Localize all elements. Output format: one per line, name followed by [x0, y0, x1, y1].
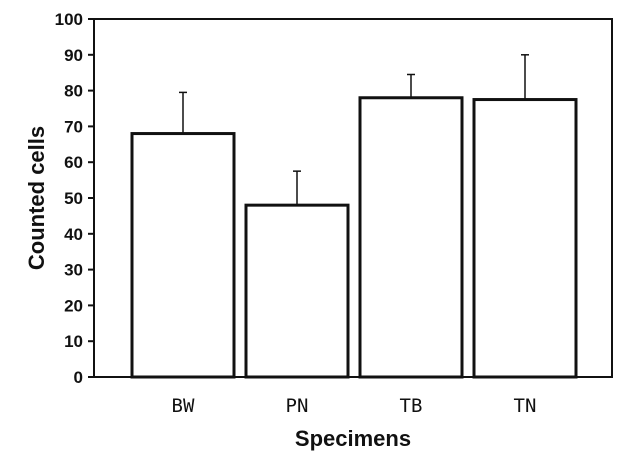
y-tick-label: 90 [64, 46, 83, 65]
y-tick-label: 80 [64, 82, 83, 101]
y-axis-title: Counted cells [24, 126, 49, 270]
y-tick-label: 40 [64, 225, 83, 244]
bar-pn [244, 203, 350, 379]
x-tick-label-pn: PN [286, 395, 309, 417]
x-tick-label-tb: TB [400, 395, 423, 417]
x-axis-labels: BW PN TB TN [172, 395, 537, 417]
bars-group [130, 54, 578, 379]
y-tick-label: 0 [74, 368, 83, 387]
y-tick-label: 30 [64, 261, 83, 280]
x-axis-title: Specimens [295, 426, 411, 451]
y-tick-label: 20 [64, 296, 83, 315]
x-tick-label-tn: TN [514, 395, 537, 417]
y-tick-label: 70 [64, 117, 83, 136]
x-tick-label-bw: BW [172, 395, 195, 417]
bar-tb [358, 96, 464, 379]
y-tick-label: 50 [64, 189, 83, 208]
y-axis-ticks: 0 10 20 30 40 50 60 70 80 90 100 [55, 10, 94, 387]
y-tick-label: 60 [64, 153, 83, 172]
bar-bw [130, 132, 236, 379]
y-tick-label: 100 [55, 10, 83, 29]
bar-tn [472, 98, 578, 379]
y-tick-label: 10 [64, 332, 83, 351]
